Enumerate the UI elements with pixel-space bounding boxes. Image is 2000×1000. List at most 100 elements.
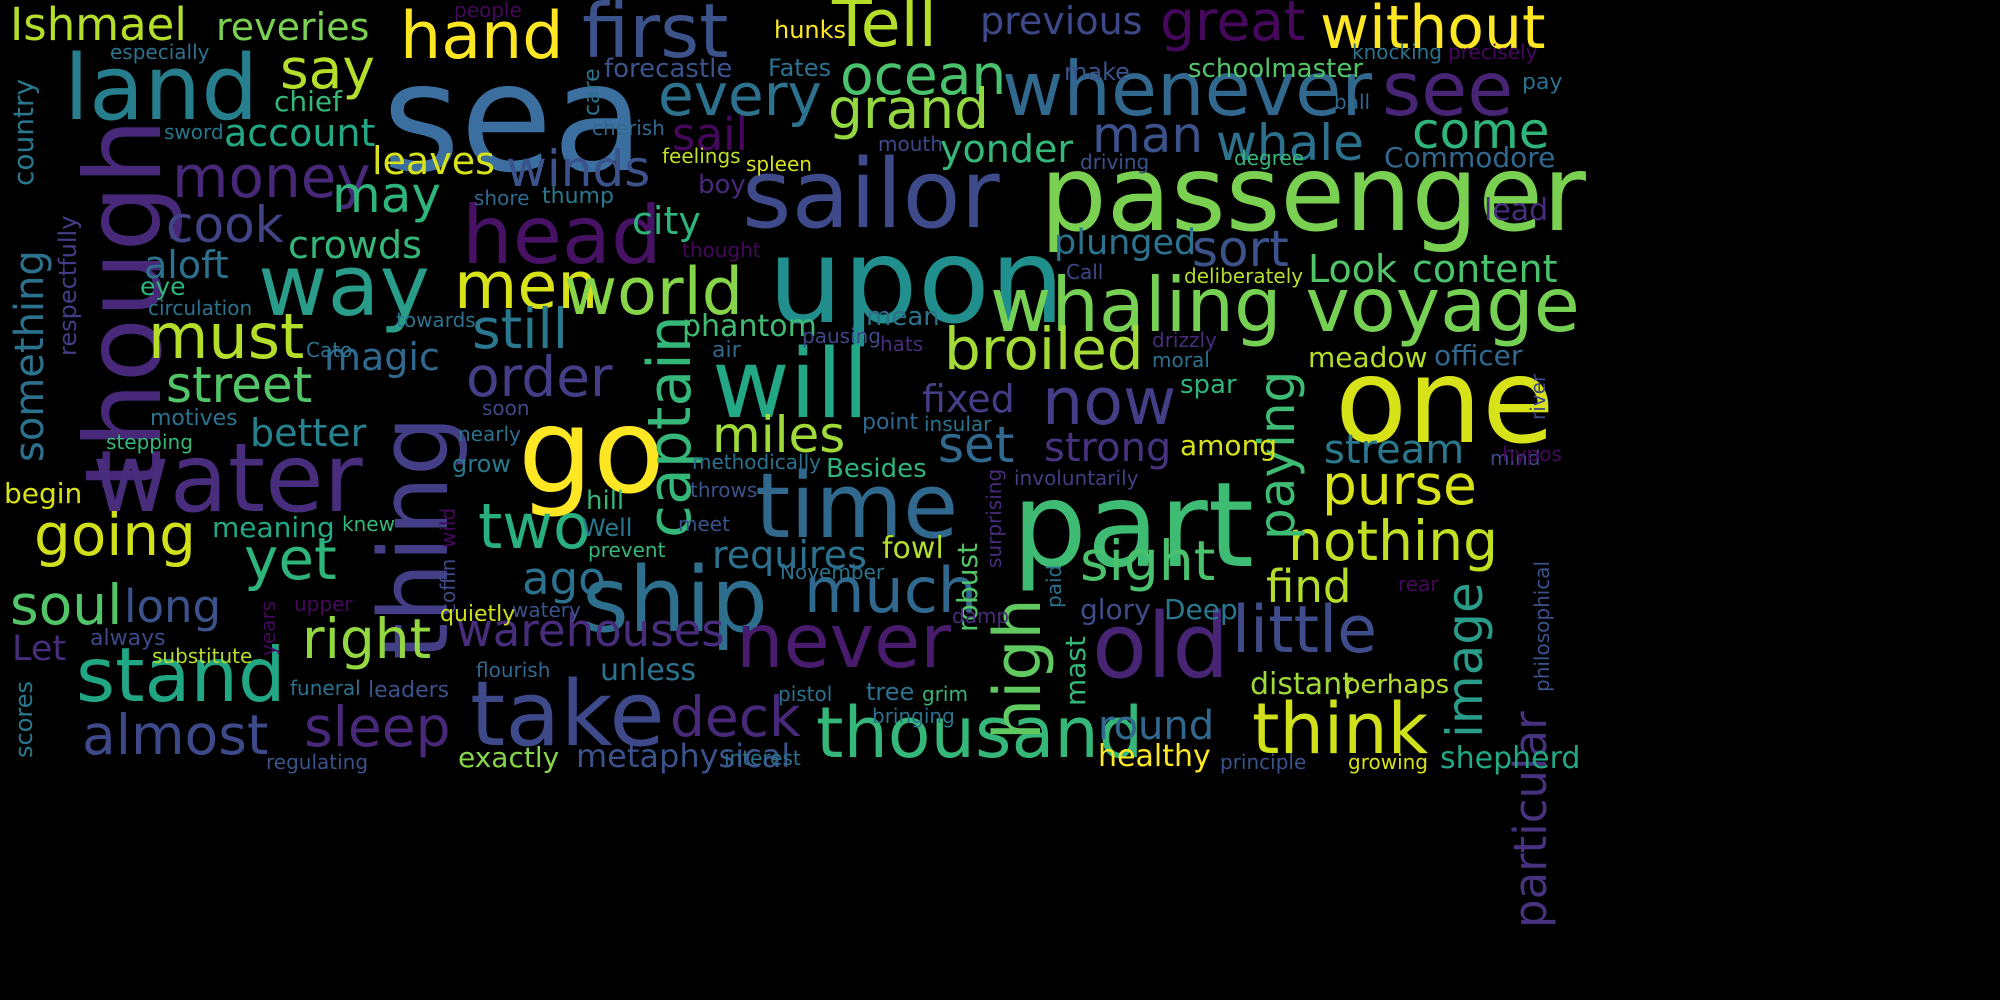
word: purse — [1322, 453, 1477, 517]
word: reveries — [216, 5, 370, 49]
word: little — [1232, 593, 1378, 668]
word: mind — [1490, 446, 1541, 470]
word: distant — [1250, 667, 1354, 702]
word: throws — [690, 478, 758, 502]
word: whale — [1216, 114, 1364, 172]
word: regulating — [266, 750, 369, 774]
word: unless — [600, 653, 697, 688]
word: hand — [400, 0, 564, 74]
word: deck — [670, 685, 801, 749]
word: way — [258, 237, 430, 336]
word: crowds — [288, 223, 422, 267]
word: whaling voyage — [990, 261, 1580, 349]
word: two — [478, 490, 591, 563]
word: Call — [1066, 260, 1104, 284]
word: now — [1042, 365, 1177, 440]
word: cherish — [592, 116, 665, 140]
word: part — [1012, 456, 1254, 594]
word: great — [1160, 0, 1306, 53]
word: world — [564, 255, 743, 330]
word: boy — [698, 170, 746, 200]
word: think — [1252, 688, 1429, 770]
word: cook — [166, 196, 284, 254]
word: ocean — [840, 43, 1007, 107]
word: feelings — [662, 144, 741, 168]
word: sight — [1080, 529, 1216, 593]
word: will — [712, 330, 869, 440]
word: sea — [382, 32, 645, 206]
word: mean — [866, 302, 940, 332]
word: bringing — [872, 704, 955, 728]
word: pay — [1522, 70, 1563, 95]
word: drizzly — [1152, 328, 1217, 352]
word: Fates — [768, 54, 831, 82]
word: make — [1064, 58, 1130, 86]
word: order — [466, 345, 613, 409]
word: Well — [582, 514, 633, 542]
word: round — [1098, 703, 1215, 749]
word: watery — [512, 598, 581, 622]
word: Deep — [1164, 593, 1238, 626]
word: long — [124, 580, 222, 633]
word: circulation — [148, 296, 253, 320]
word: sailor — [742, 140, 1000, 250]
word: soul — [10, 573, 123, 637]
word: scores — [10, 681, 38, 758]
word: Cato — [306, 338, 353, 362]
word: years — [256, 600, 280, 656]
word: nearly — [458, 422, 521, 446]
word: stepping — [106, 430, 193, 454]
word: leaders — [368, 678, 450, 703]
word: something — [7, 250, 53, 462]
word: methodically — [692, 450, 821, 474]
word: November — [780, 560, 885, 584]
word: captain — [635, 315, 705, 538]
word: passenger — [1040, 133, 1586, 255]
word: officer — [1434, 339, 1523, 372]
word: mast — [1059, 636, 1092, 706]
word: man — [1092, 106, 1204, 164]
word: respectfully — [54, 215, 82, 356]
word: air — [712, 338, 741, 363]
word: one — [1335, 332, 1555, 470]
word: almost — [82, 703, 269, 767]
word: much — [804, 554, 978, 627]
word: going — [34, 501, 196, 569]
word: exactly — [458, 741, 560, 774]
word: metaphysical — [576, 737, 791, 775]
word: thousand — [816, 692, 1144, 774]
word: among — [1180, 429, 1278, 462]
word: motives — [150, 406, 238, 431]
word: forecastle — [604, 54, 733, 84]
word: upon — [768, 212, 1065, 350]
word: pistol — [778, 682, 833, 706]
word: yonder — [940, 127, 1073, 171]
word: care — [580, 68, 605, 116]
word: grow — [452, 450, 511, 478]
word: Commodore — [1384, 141, 1556, 174]
word: deliberately — [1184, 264, 1304, 288]
word: knocking — [1352, 40, 1442, 64]
word: tree — [866, 678, 915, 706]
word: mouth — [878, 132, 943, 156]
word: broiled — [944, 315, 1144, 383]
word: Let — [12, 629, 67, 669]
word: hunks — [774, 16, 847, 44]
word: whenever — [1002, 45, 1373, 133]
word: fixed — [922, 377, 1015, 421]
word: people — [454, 0, 522, 22]
word: grand — [828, 77, 989, 141]
word: shore — [474, 186, 530, 210]
word: must — [148, 300, 305, 373]
word: without — [1320, 0, 1546, 63]
word: say — [280, 37, 375, 101]
word: meadow — [1308, 341, 1428, 374]
word: city — [632, 199, 701, 243]
word: funeral — [290, 676, 361, 700]
word: degree — [1234, 146, 1305, 170]
word: involuntarily — [1014, 466, 1139, 490]
word: strong — [1044, 425, 1172, 471]
word: image — [1436, 582, 1494, 738]
word: come — [1412, 102, 1550, 160]
